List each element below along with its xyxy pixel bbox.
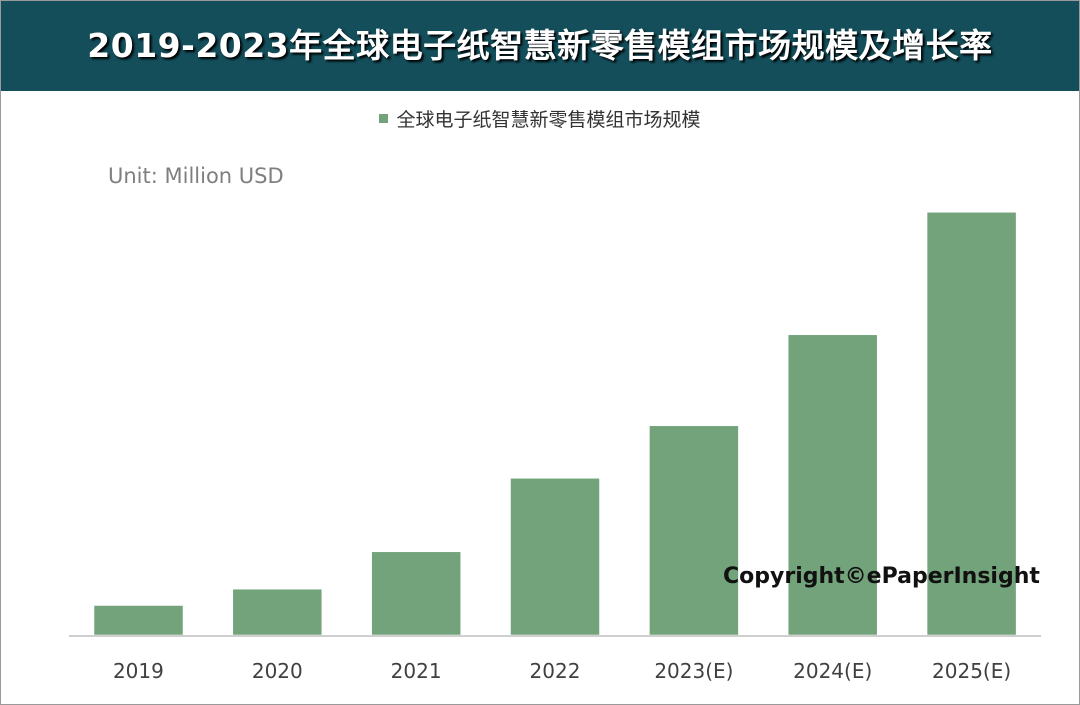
bar-2019: [91, 603, 186, 638]
bar-2025(E): [924, 210, 1019, 638]
bar-2021: [369, 549, 463, 638]
x-tick-label: 2024(E): [793, 659, 872, 683]
copyright-text: Copyright©ePaperInsight: [723, 564, 1040, 589]
unit-label: Unit: Million USD: [108, 164, 284, 188]
legend-label: 全球电子纸智慧新零售模组市场规模: [396, 109, 701, 131]
legend-swatch: [379, 114, 389, 123]
x-tick-labels: 2019 2020 2021 2022 2023(E) 2024(E) 2025(E): [113, 659, 1011, 683]
x-tick-label: 2019: [113, 659, 164, 683]
bar-2020: [230, 586, 325, 638]
x-tick-label: 2021: [391, 659, 442, 683]
bar-2023(E): [647, 423, 741, 638]
legend: 全球电子纸智慧新零售模组市场规模: [1, 105, 1079, 133]
title-banner: [1, 1, 1079, 91]
x-tick-label: 2025(E): [932, 659, 1011, 683]
bar-2022: [508, 476, 602, 638]
x-tick-label: 2023(E): [654, 659, 733, 683]
chart-title: 2019-2023年全球电子纸智慧新零售模组市场规模及增长率: [87, 26, 993, 65]
bars-group: [91, 210, 1019, 638]
x-tick-label: 2022: [530, 659, 581, 683]
bar-2024(E): [785, 332, 880, 638]
x-tick-label: 2020: [252, 659, 303, 683]
